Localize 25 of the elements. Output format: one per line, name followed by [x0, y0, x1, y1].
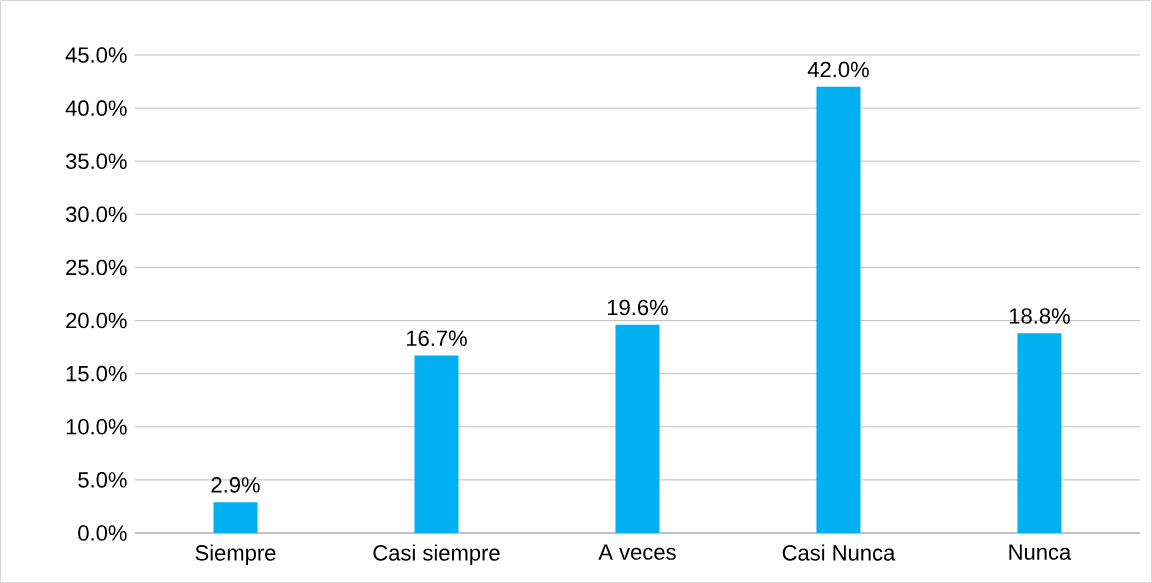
x-tick-label: Casi Nunca: [782, 544, 896, 561]
data-label: 42.0%: [807, 61, 869, 78]
y-tick-label: 40.0%: [65, 100, 127, 116]
y-tick-label: 30.0%: [65, 206, 127, 223]
x-tick-label: Siempre: [195, 544, 276, 566]
bar: [816, 86, 861, 533]
data-label: 18.8%: [1009, 308, 1070, 324]
y-tick-label: 15.0%: [66, 365, 127, 382]
y-tick-label: 20.0%: [66, 312, 127, 329]
data-label: 16.7%: [406, 330, 467, 347]
data-label: 2.9%: [211, 477, 260, 493]
x-tick-label: Casi siempre: [373, 544, 500, 566]
x-tick-label: A veces: [598, 544, 676, 560]
bar: [213, 502, 258, 533]
y-tick-label: 25.0%: [66, 259, 127, 276]
y-tick-label: 5.0%: [78, 472, 127, 488]
x-tick-label: Nunca: [1009, 544, 1072, 560]
y-tick-label: 10.0%: [66, 418, 127, 435]
y-tick-label: 45.0%: [65, 47, 127, 63]
data-label: 19.6%: [607, 299, 668, 316]
y-tick-label: 35.0%: [65, 153, 127, 170]
bar: [414, 355, 459, 533]
bar: [1017, 333, 1062, 533]
bar: [615, 324, 660, 533]
y-tick-label: 0.0%: [78, 525, 127, 541]
